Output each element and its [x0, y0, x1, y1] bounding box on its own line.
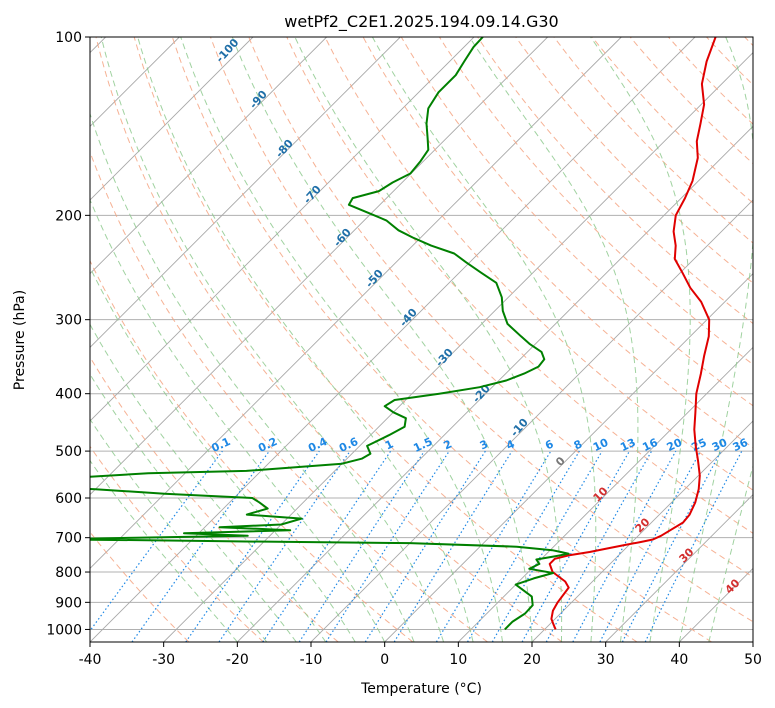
y-tick-label: 900: [55, 595, 82, 611]
isotherm-line: [384, 273, 753, 642]
moist-adiabat-line: [590, 37, 691, 642]
x-tick-label: 30: [597, 652, 615, 668]
mixing-ratio-label: 10: [591, 436, 611, 454]
moist-adiabat-line: [180, 37, 503, 642]
mixing-ratio-label: 25: [689, 436, 708, 454]
y-tick-label: 1000: [46, 622, 82, 638]
moist-adiabat-line: [90, 266, 356, 642]
y-tick-label: 100: [55, 30, 82, 46]
mixing-ratio-label: 36: [731, 436, 751, 454]
mixing-ratio-line: [325, 450, 450, 642]
x-tick-label: 50: [744, 652, 762, 668]
dry-adiabat-line: [324, 37, 753, 491]
dry-adiabat-line: [133, 37, 638, 642]
y-tick-label: 500: [55, 444, 82, 460]
y-tick-label: 700: [55, 531, 82, 547]
plot-area: 0.1 0.2 0.4 0.6 1 1.5 2 3 4 6 8 10 13 16 20 25 30 36-100-…: [90, 37, 753, 642]
x-tick-label: -20: [226, 652, 249, 668]
isotherm-line: [605, 494, 753, 642]
moist-adiabat-line: [708, 464, 753, 642]
moist-adiabat-line: [137, 37, 474, 642]
moist-adiabat-line: [468, 37, 639, 642]
mixing-ratio-line: [393, 450, 513, 642]
moist-adiabat-line: [100, 37, 445, 642]
y-tick-label: 400: [55, 387, 82, 403]
isotherm-line: [90, 37, 401, 348]
isotherm-line: [90, 37, 327, 275]
y-tick-label: 600: [55, 491, 82, 507]
mixing-ratio-line: [521, 450, 631, 642]
moist-adiabat-line: [678, 37, 753, 642]
moist-adiabat-line: [90, 418, 268, 642]
mixing-ratio-line: [131, 450, 270, 642]
temperature-profile: [548, 37, 717, 630]
moist-adiabat-line: [294, 37, 563, 642]
x-axis-title: Temperature (°C): [360, 681, 482, 697]
x-tick-label: -10: [300, 652, 323, 668]
mixing-ratio-line: [435, 450, 552, 642]
isotherm-line: [237, 125, 753, 642]
y-axis-title: Pressure (hPa): [12, 290, 28, 390]
mixing-ratio-label: 13: [618, 436, 637, 454]
x-tick-label: 0: [380, 652, 389, 668]
isotherm-line: [90, 37, 475, 422]
y-tick-label: 800: [55, 565, 82, 581]
mixing-ratio-line: [466, 450, 580, 642]
mixing-ratio-line: [491, 450, 603, 642]
moist-adiabat-line: [90, 373, 297, 642]
x-tick-label: 40: [670, 652, 688, 668]
mixing-ratio-label: 20: [665, 436, 685, 454]
mixing-ratio-line: [572, 450, 677, 642]
x-tick-label: 10: [449, 652, 467, 668]
moist-adiabat-line: [90, 198, 386, 642]
dry-adiabat-line: [171, 37, 712, 642]
dry-adiabat-line: [629, 37, 753, 165]
isotherm-line: [90, 37, 622, 569]
dry-adiabat-line: [95, 37, 563, 642]
dewpoint-profile: [90, 37, 570, 631]
isotherm-line: [458, 346, 753, 642]
moist-adiabat-line: [90, 323, 327, 642]
mixing-ratio-line: [545, 450, 653, 642]
moist-adiabat-line: [90, 459, 238, 642]
mixing-ratio-label: 30: [710, 436, 730, 454]
plot-frame: [89, 36, 754, 643]
x-tick-label: -30: [152, 652, 175, 668]
dry-adiabat-line: [477, 37, 753, 325]
isotherm-line: [531, 420, 753, 642]
dry-adiabat-line: [400, 37, 753, 407]
mixing-ratio-line: [218, 450, 351, 642]
y-tick-label: 300: [55, 313, 82, 329]
x-tick-label: 20: [523, 652, 541, 668]
moist-adiabat-line: [231, 37, 533, 642]
dry-adiabat-line: [248, 37, 753, 578]
dry-adiabat-line: [362, 37, 753, 449]
isotherm-line: [90, 37, 548, 496]
moist-adiabat-line: [371, 37, 597, 642]
dry-adiabat-line: [515, 37, 753, 284]
chart-title: wetPf2_C2E1.2025.194.09.14.G30: [284, 12, 558, 32]
mixing-ratio-line: [90, 450, 223, 632]
dry-adiabat-line: [591, 37, 753, 204]
axes: -40 -30 -20 -10 0 10 20 30 40 50 100 200 300 400 500 60…: [46, 30, 762, 668]
x-tick-label: -40: [79, 652, 102, 668]
moist-adiabat-line: [90, 112, 415, 642]
y-tick-label: 200: [55, 208, 82, 224]
mixing-ratio-line: [364, 450, 486, 642]
mixing-ratio-line: [185, 450, 320, 642]
isotherm-line: [90, 37, 254, 201]
mixing-ratio-label: 16: [640, 436, 660, 454]
